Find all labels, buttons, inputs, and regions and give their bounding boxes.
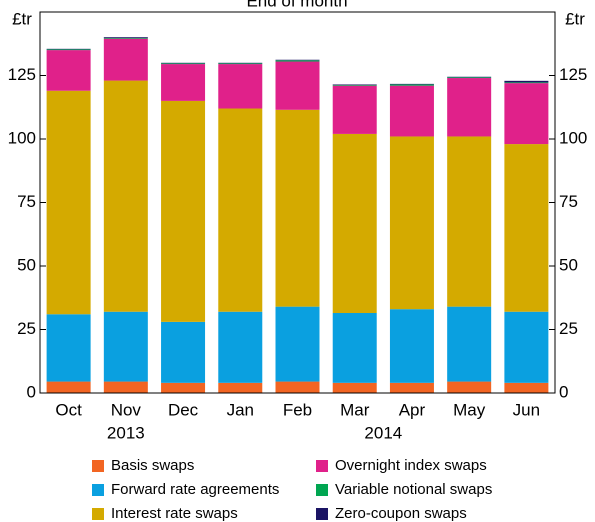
bar-segment [389, 83, 434, 85]
legend-label: Forward rate agreements [111, 481, 279, 498]
y2-tick-label: 0 [559, 382, 568, 401]
bar-segment [447, 78, 492, 137]
y-tick-label: 25 [17, 319, 36, 338]
plot-frame [39, 11, 556, 394]
x-tick-label: May [453, 400, 486, 419]
year-label: 2014 [364, 423, 402, 442]
legend-swatch [316, 484, 328, 496]
bar-segment [389, 309, 434, 383]
y2-tick-label: 125 [559, 65, 587, 84]
bar-segment [275, 59, 320, 61]
bar-segment [46, 49, 91, 51]
legend-label: Zero-coupon swaps [335, 505, 467, 522]
x-tick-label: Nov [111, 400, 142, 419]
bar-segment [46, 90, 91, 315]
bar-segment [389, 85, 434, 137]
legend-swatch [92, 508, 104, 520]
bar-segment [389, 382, 434, 393]
bar-segment [46, 314, 91, 382]
bar-segment [275, 381, 320, 393]
bar-segment [504, 311, 549, 383]
legend-label: Basis swaps [111, 457, 194, 474]
y-tick-label: 75 [17, 192, 36, 211]
bar-segment [161, 382, 206, 393]
y2-tick-label: 75 [559, 192, 578, 211]
bar-segment [504, 144, 549, 312]
bar-segment [161, 100, 206, 322]
legend-swatch [92, 484, 104, 496]
bar-segment [218, 63, 263, 65]
y-tick-label: 125 [8, 65, 36, 84]
bar-segment [46, 381, 91, 393]
x-tick-label: Feb [283, 400, 312, 419]
bar-segment [332, 133, 377, 313]
bar-segment [389, 136, 434, 310]
bar-segment [332, 84, 377, 86]
legend-label: Interest rate swaps [111, 505, 238, 522]
bar-segment [275, 109, 320, 307]
bar-segment [218, 108, 263, 312]
bar-segment [218, 382, 263, 393]
bar-segment [447, 136, 492, 307]
legend-label: Variable notional swaps [335, 481, 492, 498]
bar-segment [447, 306, 492, 382]
x-tick-label: Jan [227, 400, 254, 419]
bar-segment [161, 64, 206, 101]
bar-segment [46, 48, 91, 50]
bar-segment [332, 382, 377, 393]
legend-swatch [316, 508, 328, 520]
y-axis-label: £tr [12, 9, 32, 28]
x-tick-label: Dec [168, 400, 199, 419]
bar-segment [161, 63, 206, 65]
bar-segment [504, 82, 549, 84]
chart-title: End of month [246, 0, 347, 10]
bar-segment [103, 80, 148, 312]
bar-segment [275, 60, 320, 62]
y-tick-label: 100 [8, 128, 36, 147]
bar-segment [504, 83, 549, 145]
bar-segment [332, 312, 377, 383]
y2-tick-label: 50 [559, 255, 578, 274]
bar-segment [103, 37, 148, 38]
y2-axis-label: £tr [565, 9, 585, 28]
bar-segment [103, 37, 148, 39]
bar-segment [103, 38, 148, 81]
bar-segment [218, 311, 263, 383]
bar-segment [332, 84, 377, 85]
bar-segment [46, 50, 91, 91]
bar-segment [275, 306, 320, 382]
legend-label: Overnight index swaps [335, 457, 487, 474]
year-label: 2013 [107, 423, 145, 442]
x-tick-label: Apr [399, 400, 426, 419]
y2-tick-label: 25 [559, 319, 578, 338]
bar-segment [103, 311, 148, 382]
bar-segment [103, 381, 148, 393]
y-tick-label: 0 [27, 382, 36, 401]
bar-segment [389, 84, 434, 86]
x-tick-label: Mar [340, 400, 370, 419]
y-tick-label: 50 [17, 255, 36, 274]
bar-segment [275, 61, 320, 110]
bar-segment [447, 77, 492, 79]
x-tick-label: Jun [513, 400, 540, 419]
bar-segment [161, 321, 206, 383]
bar-segment [447, 381, 492, 393]
bar-segment [218, 62, 263, 64]
bar-segment [332, 85, 377, 134]
legend-swatch [92, 460, 104, 472]
bar-segment [447, 76, 492, 78]
y2-tick-label: 100 [559, 128, 587, 147]
x-tick-label: Oct [55, 400, 82, 419]
bar-segment [504, 382, 549, 393]
bar-segment [161, 62, 206, 64]
bar-segment [504, 80, 549, 83]
bar-segment [218, 64, 263, 109]
legend-swatch [316, 460, 328, 472]
